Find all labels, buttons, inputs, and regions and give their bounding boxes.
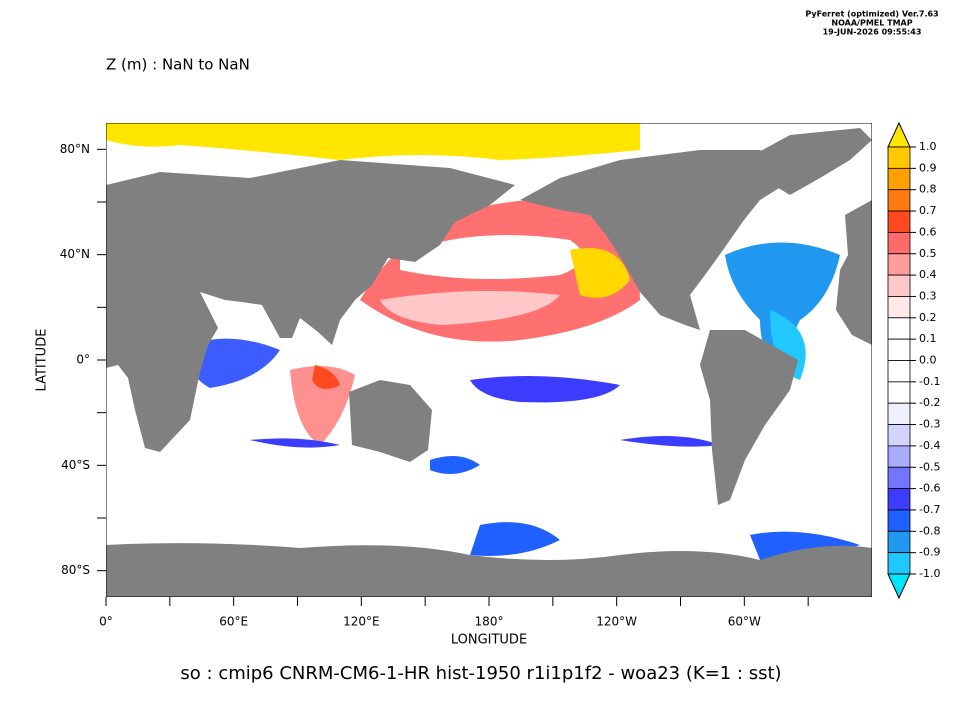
y-tick-label: 0°	[76, 353, 90, 367]
anomaly-patch	[470, 522, 560, 556]
colorbar-box	[887, 381, 911, 404]
colorbar-label: -0.8	[919, 524, 940, 537]
colorbar-label: 0.0	[919, 354, 937, 367]
colorbar-label: 0.1	[919, 332, 937, 345]
colorbar-label: -0.7	[919, 503, 940, 516]
map-field	[106, 123, 872, 597]
map-title: Z (m) : NaN to NaN	[106, 56, 250, 74]
colorbar-box	[887, 509, 911, 532]
colorbar-label: -0.1	[919, 375, 940, 388]
land	[520, 150, 800, 330]
land	[106, 160, 515, 452]
colorbar-box	[887, 296, 911, 319]
colorbar-label: 0.3	[919, 289, 937, 302]
x-tick-label: 180°	[475, 615, 504, 629]
colorbar-box	[887, 338, 911, 361]
colorbar-box	[887, 488, 911, 511]
header-line: 19-JUN-2026 09:55:43	[823, 28, 922, 37]
colorbar-label: 0.5	[919, 247, 937, 260]
x-tick-label: 60°W	[728, 615, 761, 629]
colorbar-box	[887, 231, 911, 255]
colorbar-label: 0.2	[919, 311, 937, 324]
colorbar-box	[887, 210, 911, 233]
axes: 0° 60°E 120°E 180° 120°W 60°W 80°N 40°N 0° 40°S 80…	[60, 142, 809, 629]
anomaly-patch	[290, 366, 355, 445]
colorbar-box	[887, 167, 911, 191]
colorbar-box	[887, 189, 911, 212]
header-line: PyFerret (optimized) Ver.7.63	[805, 10, 938, 19]
x-axis-label: LONGITUDE	[451, 633, 527, 648]
anomaly-patch	[380, 291, 560, 325]
y-axis-label: LATITUDE	[35, 329, 50, 392]
colorbar-box	[887, 317, 911, 340]
colorbar-box	[887, 466, 911, 490]
colorbar-label: -0.3	[919, 418, 940, 431]
arctic-ice	[106, 123, 640, 160]
caption: so : cmip6 CNRM-CM6-1-HR hist-1950 r1i1p…	[180, 663, 781, 684]
colorbar-box	[887, 552, 911, 575]
land	[349, 380, 432, 462]
header-line: NOAA/PMEL TMAP	[831, 19, 912, 28]
anomaly-patch	[400, 235, 583, 279]
colorbar-box	[887, 146, 911, 169]
colorbar-label: -0.2	[919, 396, 940, 409]
colorbar-label: -0.4	[919, 439, 940, 452]
colorbar-label: -0.9	[919, 546, 940, 559]
colorbar-box	[887, 424, 911, 447]
anomaly-patch	[470, 376, 620, 403]
colorbar-label: 0.4	[919, 268, 937, 281]
colorbar-label: -0.6	[919, 482, 940, 495]
colorbar-box	[887, 445, 911, 468]
header: PyFerret (optimized) Ver.7.63 NOAA/PMEL …	[805, 10, 938, 37]
colorbar-label: 0.9	[919, 161, 937, 174]
colorbar-extend	[887, 121, 911, 148]
y-tick-label: 80°S	[61, 563, 90, 577]
y-tick-label: 80°N	[60, 142, 90, 156]
land	[836, 200, 872, 345]
y-tick-label: 40°S	[61, 458, 90, 472]
colorbar-label: -1.0	[919, 567, 940, 580]
colorbar-label: 0.6	[919, 225, 937, 238]
colorbar-label: -0.5	[919, 460, 940, 473]
colorbar-box	[887, 253, 911, 276]
y-tick-label: 40°N	[60, 247, 90, 261]
land	[744, 128, 872, 195]
colorbar-extend	[887, 573, 911, 600]
anomaly-patch	[312, 365, 340, 389]
x-tick-label: 60°E	[219, 615, 248, 629]
colorbar: 1.0 0.9 0.8 0.7 0.6 0.5 0.4 0.3 0.2 0.1 0.0 -0.1 -0.…	[887, 121, 940, 600]
anomaly-patch	[250, 438, 340, 448]
x-tick-label: 120°E	[343, 615, 380, 629]
colorbar-box	[887, 402, 911, 425]
colorbar-box	[887, 360, 911, 383]
colorbar-box	[887, 530, 911, 554]
x-tick-label: 0°	[99, 615, 113, 629]
colorbar-label: 0.7	[919, 204, 937, 217]
x-tick-label: 120°W	[596, 615, 637, 629]
anomaly-patch	[620, 436, 720, 447]
anomaly-patch	[570, 248, 630, 298]
colorbar-label: 1.0	[919, 140, 937, 153]
colorbar-box	[887, 274, 911, 297]
anomaly-patch	[725, 242, 840, 380]
anomaly-patch	[189, 338, 280, 388]
land	[106, 543, 872, 597]
anomaly-patch	[430, 456, 480, 474]
colorbar-label: 0.8	[919, 183, 937, 196]
land	[700, 330, 798, 505]
